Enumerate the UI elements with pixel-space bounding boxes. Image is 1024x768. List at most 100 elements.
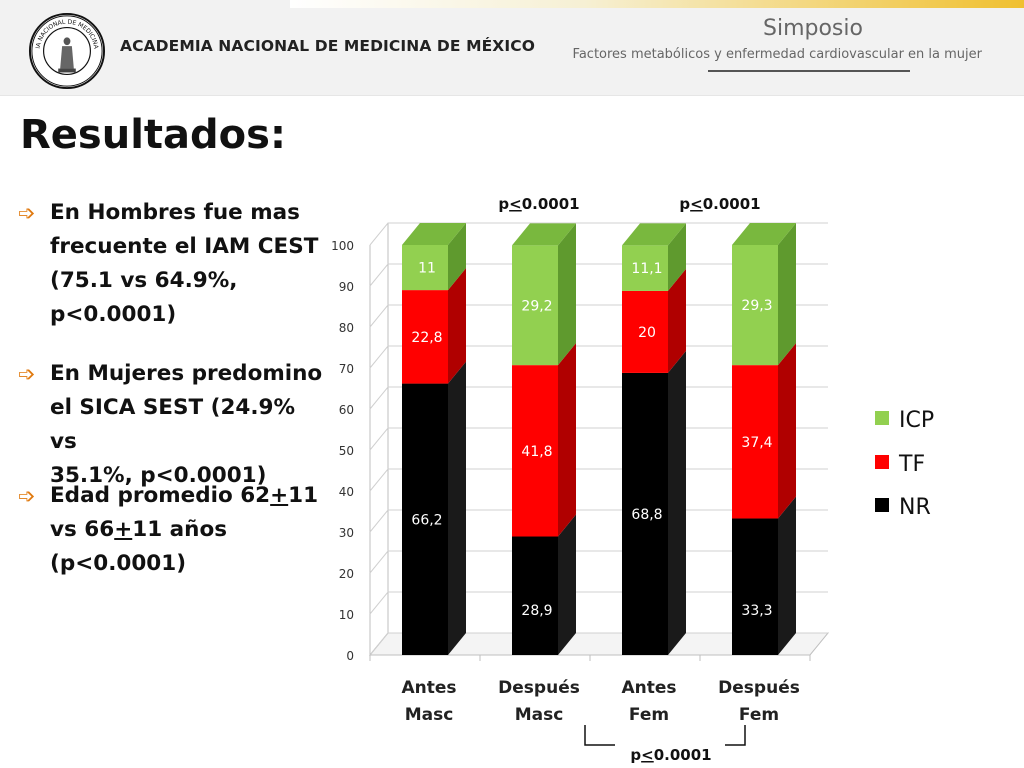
p-prefix: p <box>498 195 509 213</box>
bar-segment-nr <box>732 518 778 655</box>
bar-top <box>732 223 796 245</box>
x-category-label: Después <box>498 678 580 698</box>
bar-segment-icp <box>622 245 668 291</box>
bullet-text-segment: En Mujeres predomino <box>50 361 323 386</box>
bullet-text-segment: 35.1%, p<0.0001) <box>50 463 267 488</box>
bar-top <box>402 223 466 245</box>
legend-label: ICP <box>899 408 934 433</box>
x-category-label: Masc <box>405 705 454 725</box>
bullet-arrow-icon: ➩ <box>18 201 36 225</box>
stacked-bar-chart: 0 10 20 30 40 50 60 70 80 90 100 66,2 22,8 11 Antes Mas… <box>331 195 934 764</box>
bar-segment-nr <box>622 372 668 655</box>
data-label: 68,8 <box>631 507 662 523</box>
bar-segment-icp <box>402 245 448 291</box>
data-label: 66,2 <box>411 512 442 528</box>
bar-segment-side <box>558 343 576 537</box>
data-label: 41,8 <box>521 444 552 460</box>
p-operator: < <box>509 195 522 213</box>
p-value-annotation: p<0.0001 <box>679 195 760 213</box>
bar-segment-side <box>558 223 576 366</box>
academy-seal-logo: ACADEMIA NACIONAL DE MEDICINA MÉXICO <box>28 12 106 90</box>
bullet-text-segment: (75.1 vs 64.9%, <box>50 268 238 293</box>
legend-label: NR <box>899 495 931 520</box>
bracket-right <box>725 725 746 746</box>
bar-segment-tf <box>622 290 668 373</box>
bar-segment-side <box>668 223 686 291</box>
bullet-text: Edad promedio 62+11 vs 66+11 años (p<0.000… <box>18 479 328 581</box>
bar-segment-side <box>448 361 466 655</box>
legend-label: TF <box>898 452 925 477</box>
y-tick-label: 40 <box>339 485 354 499</box>
bar-segment-side <box>448 223 466 291</box>
bullet-text-segment: Edad promedio 62 <box>50 483 271 508</box>
data-label: 28,9 <box>521 603 552 619</box>
y-tick-label: 50 <box>339 444 354 458</box>
p-value: 0.0001 <box>522 195 580 213</box>
event-subtitle: Factores metabólicos y enfermedad cardio… <box>572 47 982 62</box>
bullet-text-segment: (p<0.0001) <box>50 551 187 576</box>
bar-segment-side <box>778 496 796 655</box>
p-value: 0.0001 <box>703 195 761 213</box>
gridline <box>369 222 828 246</box>
data-label: 37,4 <box>741 435 772 451</box>
top-accent-stripe <box>290 0 1024 8</box>
header-banner <box>0 0 1024 96</box>
x-category-label: Fem <box>739 705 779 725</box>
bullet-arrow-icon: ➩ <box>18 484 36 508</box>
bullet-text-segment: vs 66 <box>50 517 115 542</box>
x-category-label: Después <box>718 678 800 698</box>
p-prefix: p <box>679 195 690 213</box>
bar-segment-tf <box>732 365 778 519</box>
bar-segment-side <box>668 350 686 655</box>
bullet-text-segment: En Hombres fue mas <box>50 200 300 225</box>
x-category-label: Masc <box>515 705 564 725</box>
x-category-label: Fem <box>629 705 669 725</box>
slide-title: Resultados: <box>20 112 286 158</box>
y-tick-label: 90 <box>339 280 354 294</box>
bullet-text: En Mujeres predomino el SICA SEST (24.9% … <box>18 357 328 493</box>
data-label: 11 <box>418 261 436 277</box>
bullet-item: ➩ En Hombres fue mas frecuente el IAM CEST… <box>18 196 328 332</box>
organization-name: ACADEMIA NACIONAL DE MEDICINA DE MÉXICO <box>120 37 535 55</box>
event-title: Simposio <box>763 16 863 41</box>
bar-segment-side <box>558 514 576 655</box>
bullet-text: En Hombres fue mas frecuente el IAM CEST (… <box>18 196 328 332</box>
legend-swatch-icp <box>875 411 889 425</box>
bullet-arrow-icon: ➩ <box>18 362 36 386</box>
bar-top <box>622 223 686 246</box>
data-label: 22,8 <box>411 330 442 346</box>
data-label: 20 <box>638 325 656 341</box>
y-tick-label: 100 <box>331 239 354 253</box>
data-label: 29,2 <box>521 298 552 314</box>
legend-swatch-nr <box>875 498 889 512</box>
y-tick-label: 80 <box>339 321 354 335</box>
data-label: 33,3 <box>741 603 772 619</box>
p-prefix: p <box>630 746 641 764</box>
p-operator: < <box>641 746 654 764</box>
bar-segment-icp <box>732 245 778 366</box>
bar-segment-icp <box>512 245 558 366</box>
data-label: 11,1 <box>631 261 662 277</box>
bar-segment-tf <box>402 290 448 384</box>
bullet-text-segment: 11 <box>288 483 319 508</box>
y-tick-label: 0 <box>346 649 354 663</box>
p-value-annotation: p<0.0001 <box>498 195 579 213</box>
bar-segment-tf <box>512 365 558 537</box>
bar-segment-nr <box>402 383 448 655</box>
y-tick-label: 20 <box>339 567 354 581</box>
legend-swatch-tf <box>875 455 889 469</box>
bar-segment-side <box>778 343 796 519</box>
bullet-item: ➩ Edad promedio 62+11 vs 66+11 años (p<0.00… <box>18 479 328 581</box>
y-tick-label: 10 <box>339 608 354 622</box>
bar-segment-side <box>448 268 466 384</box>
bullet-text-segment: frecuente el IAM CEST <box>50 234 319 259</box>
bullet-text-segment: + <box>114 517 133 542</box>
y-tick-label: 60 <box>339 403 354 417</box>
y-tick-label: 30 <box>339 526 354 540</box>
bar-segment-nr <box>512 536 558 655</box>
bullet-item: ➩ En Mujeres predomino el SICA SEST (24.9%… <box>18 357 328 493</box>
bullet-text-segment: p<0.0001) <box>50 302 177 327</box>
bullet-text-segment: el SICA SEST (24.9% vs <box>50 395 296 454</box>
bullet-text-segment: + <box>270 483 289 508</box>
p-value: 0.0001 <box>654 746 712 764</box>
